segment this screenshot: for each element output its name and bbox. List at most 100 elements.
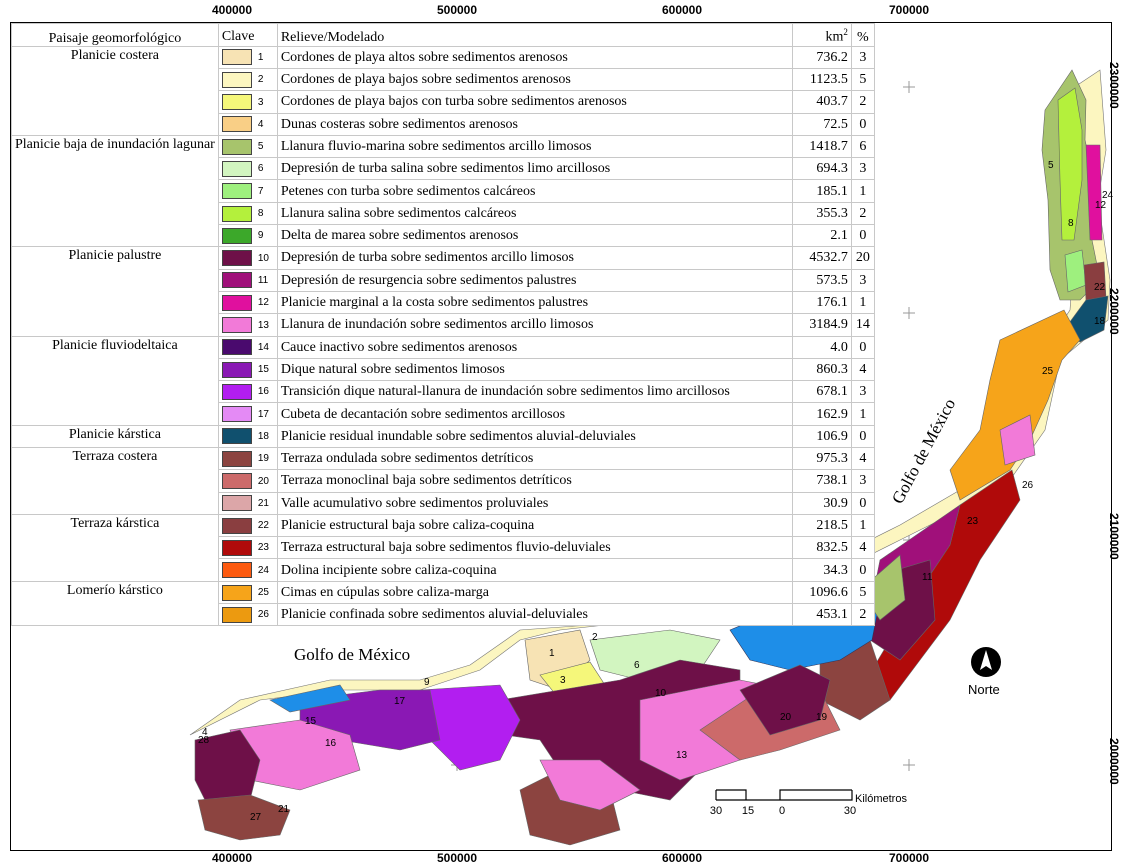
- legend-row: 16 Transición dique natural-llanura de in…: [12, 380, 875, 404]
- legend-row: 21 Valle acumulativo sobre sedimentos pro…: [12, 491, 875, 515]
- legend-key-cell: 25: [217, 580, 278, 605]
- header-landscape: Paisaje geomorfológico: [11, 23, 219, 47]
- x-coord-label-bottom: 400000: [211, 851, 253, 865]
- map-unit-label: 9: [424, 677, 430, 688]
- land-unit-13-east: [999, 414, 1036, 466]
- scale-unit-label: Kilómetros: [855, 793, 907, 805]
- map-unit-label: 8: [1068, 218, 1074, 229]
- map-unit-label: 20: [780, 712, 792, 723]
- legend-swatch: [221, 71, 252, 88]
- legend-area-value: 176.1: [791, 290, 852, 315]
- legend-key-number: 8: [257, 208, 264, 220]
- legend-key-number: 12: [257, 297, 269, 309]
- legend-area-value: 2.1: [791, 224, 852, 248]
- legend-row: 26 Planicie confinada sobre sedimentos al…: [12, 603, 875, 627]
- legend-swatch: [221, 383, 252, 400]
- legend-table: Paisaje geomorfológico Clave Relieve/Mod…: [11, 23, 875, 627]
- legend-swatch: [221, 361, 252, 378]
- legend-row: Terraza costera 19 Terraza ondulada sobre …: [11, 446, 875, 515]
- legend-swatch: [221, 517, 252, 534]
- legend-key-cell: 10: [217, 246, 278, 270]
- header-key: Clave: [217, 23, 278, 47]
- legend-key-number: 3: [257, 96, 264, 108]
- legend-swatch: [221, 205, 252, 222]
- legend-row: 24 Dolina incipiente sobre caliza-coquina…: [12, 558, 875, 582]
- land-unit-22: [1083, 261, 1107, 301]
- legend-percent-value: 2: [850, 90, 875, 114]
- legend-swatch: [221, 450, 252, 467]
- legend-key-cell: 17: [217, 402, 278, 426]
- legend-swatch: [221, 94, 252, 111]
- legend-key-number: 1: [257, 51, 264, 63]
- legend-swatch: [221, 584, 252, 601]
- legend-percent-value: 2: [850, 603, 875, 627]
- legend-swatch: [221, 317, 252, 333]
- header-relief: Relieve/Modelado: [276, 23, 793, 47]
- legend-key-number: 17: [257, 408, 269, 420]
- legend-row: 2 Cordones de playa bajos sobre sedimento…: [12, 67, 875, 92]
- legend-relief-text: Llanura fluvio-marina sobre sedimentos a…: [276, 134, 793, 159]
- legend-area-value: 1096.6: [791, 580, 852, 605]
- map-unit-label: 23: [967, 516, 979, 527]
- gulf-label-west: Golfo de México: [294, 645, 411, 664]
- legend-percent-value: 3: [850, 469, 875, 493]
- legend-swatch: [221, 473, 252, 490]
- map-unit-label: 19: [816, 712, 828, 723]
- map-unit-label: 12: [1095, 200, 1107, 211]
- legend-relief-text: Cauce inactivo sobre sedimentos arenosos: [276, 335, 793, 359]
- legend-key-number: 23: [257, 542, 269, 554]
- legend-relief-text: Depresión de resurgencia sobre sedimento…: [276, 268, 793, 292]
- scale-label: 0: [778, 805, 786, 817]
- legend-area-value: 975.3: [791, 446, 852, 471]
- map-unit-label: 4: [202, 727, 208, 738]
- legend-swatch: [221, 495, 252, 512]
- legend-key-cell: 5: [217, 134, 278, 159]
- x-coord-label-bottom: 700000: [888, 851, 930, 865]
- legend-key-number: 20: [257, 475, 269, 487]
- map-unit-label: 11: [922, 572, 933, 583]
- legend-percent-value: 0: [850, 224, 875, 248]
- legend-percent-value: 5: [850, 67, 875, 92]
- legend-key-number: 6: [257, 163, 264, 175]
- legend-area-value: 162.9: [791, 402, 852, 426]
- legend-swatch: [221, 250, 252, 267]
- legend-key-cell: 14: [217, 335, 278, 359]
- legend-key-cell: 23: [217, 536, 278, 560]
- map-unit-label: 25: [1042, 366, 1054, 377]
- map-unit-label: 13: [676, 750, 688, 761]
- map-unit-label: 2: [592, 632, 598, 643]
- legend-percent-value: 0: [850, 491, 875, 515]
- map-unit-label: 5: [1048, 160, 1054, 171]
- header-area: km2: [791, 23, 852, 47]
- legend-swatch: [221, 606, 252, 623]
- legend-relief-text: Cimas en cúpulas sobre caliza-marga: [276, 580, 793, 605]
- legend-row: Terraza kárstica 22 Planicie estructural b…: [11, 513, 875, 582]
- legend-key-cell: 20: [217, 469, 278, 493]
- landscape-group-label: Planicie costera: [11, 45, 219, 136]
- legend-percent-value: 3: [850, 380, 875, 404]
- legend-key-cell: 15: [217, 357, 278, 382]
- landscape-group-label: Terraza kárstica: [11, 513, 219, 582]
- legend-area-value: 4.0: [791, 335, 852, 359]
- legend-swatch: [221, 406, 252, 423]
- landscape-group-label: Planicie baja de inundación lagunar: [11, 134, 219, 248]
- legend-percent-value: 4: [850, 357, 875, 382]
- legend-percent-value: 1: [850, 290, 875, 315]
- map-unit-label: 24: [1102, 190, 1114, 201]
- legend-key-number: 5: [257, 141, 264, 153]
- legend-relief-text: Dique natural sobre sedimentos limosos: [276, 357, 793, 382]
- legend-relief-text: Terraza estructural baja sobre sedimento…: [276, 536, 793, 560]
- legend-key-cell: 24: [217, 558, 278, 582]
- legend-relief-text: Petenes con turba sobre sedimentos calcá…: [276, 179, 793, 203]
- legend-row: 20 Terraza monoclinal baja sobre sediment…: [12, 469, 875, 493]
- legend-area-value: 453.1: [791, 603, 852, 627]
- map-unit-label: 28: [198, 735, 210, 746]
- map-unit-label: 21: [278, 804, 290, 815]
- x-coord-label-bottom: 600000: [661, 851, 703, 865]
- legend-relief-text: Valle acumulativo sobre sedimentos prolu…: [276, 491, 793, 515]
- legend-percent-value: 1: [850, 179, 875, 203]
- legend-key-cell: 9: [217, 224, 278, 248]
- legend-swatch: [221, 539, 252, 556]
- legend-relief-text: Transición dique natural-llanura de inun…: [276, 380, 793, 404]
- legend-swatch: [221, 428, 252, 445]
